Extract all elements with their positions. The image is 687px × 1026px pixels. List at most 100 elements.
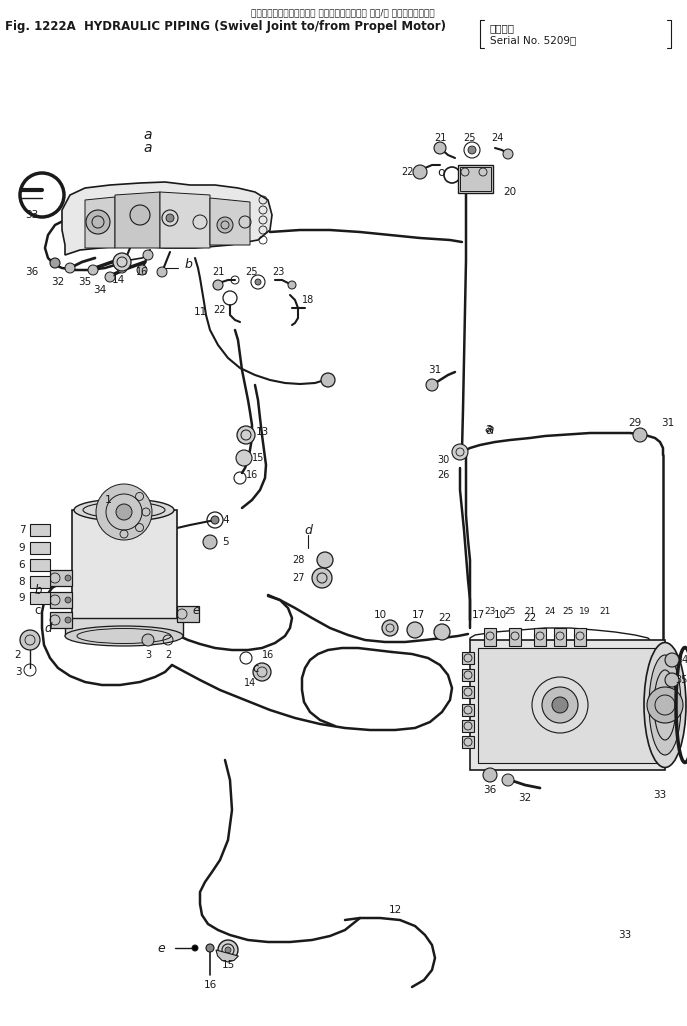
Text: a: a (486, 423, 494, 437)
Circle shape (225, 947, 231, 953)
Circle shape (65, 617, 71, 623)
Bar (50, 592, 72, 608)
Circle shape (142, 634, 154, 646)
Circle shape (192, 945, 198, 951)
Bar (554, 628, 566, 646)
Circle shape (206, 944, 214, 952)
Ellipse shape (644, 642, 686, 767)
Text: 30: 30 (437, 455, 449, 465)
Text: a: a (144, 141, 153, 155)
Text: 34: 34 (676, 655, 687, 665)
Circle shape (665, 653, 679, 667)
Circle shape (502, 774, 514, 786)
Text: 14: 14 (244, 678, 256, 688)
Bar (462, 686, 474, 698)
Bar (460, 167, 491, 191)
Circle shape (665, 673, 679, 687)
Text: 33: 33 (25, 210, 38, 220)
Text: c: c (35, 603, 41, 617)
Text: 12: 12 (388, 905, 402, 915)
Circle shape (552, 697, 568, 713)
Circle shape (434, 142, 446, 154)
Text: 31: 31 (662, 418, 675, 428)
Text: 22: 22 (402, 167, 414, 177)
Bar (72, 510, 177, 625)
Text: a: a (144, 128, 153, 142)
Text: 24: 24 (491, 133, 503, 143)
Circle shape (633, 428, 647, 442)
Text: 22: 22 (438, 613, 451, 623)
Circle shape (321, 373, 335, 387)
Circle shape (96, 484, 152, 540)
Text: 21: 21 (524, 607, 536, 617)
Circle shape (113, 253, 131, 271)
Circle shape (50, 258, 60, 268)
Polygon shape (216, 950, 238, 962)
Text: 25: 25 (246, 267, 258, 277)
Text: 25: 25 (464, 133, 476, 143)
Text: 21: 21 (599, 607, 611, 617)
Circle shape (65, 575, 71, 581)
Text: 9: 9 (19, 543, 25, 553)
Text: 28: 28 (293, 555, 305, 565)
Circle shape (217, 218, 233, 233)
Circle shape (213, 280, 223, 290)
Circle shape (20, 630, 40, 650)
Text: 4: 4 (222, 515, 229, 525)
Bar (509, 628, 521, 646)
Circle shape (503, 149, 513, 159)
Text: 16: 16 (262, 650, 274, 660)
Text: 25: 25 (563, 607, 574, 617)
Circle shape (647, 687, 683, 723)
Bar (462, 652, 474, 664)
Text: 27: 27 (293, 573, 305, 583)
Text: 25: 25 (504, 607, 516, 617)
Text: 17: 17 (412, 610, 425, 620)
Text: 26: 26 (437, 470, 449, 480)
Text: 22: 22 (214, 305, 226, 315)
Text: e: e (157, 942, 165, 954)
Text: 20: 20 (504, 187, 517, 197)
Bar (30, 542, 50, 554)
Text: 23: 23 (484, 607, 496, 617)
Text: 16: 16 (246, 470, 258, 480)
Text: 21: 21 (212, 267, 224, 277)
Text: 10: 10 (493, 610, 506, 620)
Text: 32: 32 (519, 793, 532, 803)
Circle shape (143, 250, 153, 260)
Bar (177, 606, 199, 622)
Text: 29: 29 (629, 418, 642, 428)
Text: 31: 31 (429, 365, 442, 374)
Text: 19: 19 (579, 607, 591, 617)
Circle shape (105, 272, 115, 282)
Circle shape (255, 279, 261, 285)
Circle shape (382, 620, 398, 636)
Text: Fig. 1222A  HYDRAULIC PIPING (Swivel Joint to/from Propel Motor): Fig. 1222A HYDRAULIC PIPING (Swivel Join… (5, 19, 446, 33)
Text: 36: 36 (484, 785, 497, 795)
Circle shape (312, 568, 332, 588)
Circle shape (542, 687, 578, 723)
Bar (478, 648, 658, 763)
Circle shape (468, 146, 476, 154)
Text: a: a (484, 422, 492, 434)
Text: 16: 16 (136, 267, 148, 277)
Text: 33: 33 (653, 790, 666, 800)
Circle shape (117, 263, 127, 273)
Text: d: d (44, 622, 52, 634)
Circle shape (157, 267, 167, 277)
Circle shape (483, 768, 497, 782)
Text: 10: 10 (374, 610, 387, 620)
Bar (30, 524, 50, 536)
Circle shape (407, 622, 423, 638)
Ellipse shape (649, 655, 681, 755)
Polygon shape (115, 192, 160, 248)
Circle shape (203, 535, 217, 549)
Bar (30, 576, 50, 588)
Text: e: e (192, 603, 199, 617)
Text: 3: 3 (145, 650, 151, 660)
Circle shape (426, 379, 438, 391)
Ellipse shape (74, 499, 174, 521)
Text: b: b (34, 584, 42, 596)
Bar (574, 628, 586, 646)
Text: 11: 11 (193, 307, 207, 317)
